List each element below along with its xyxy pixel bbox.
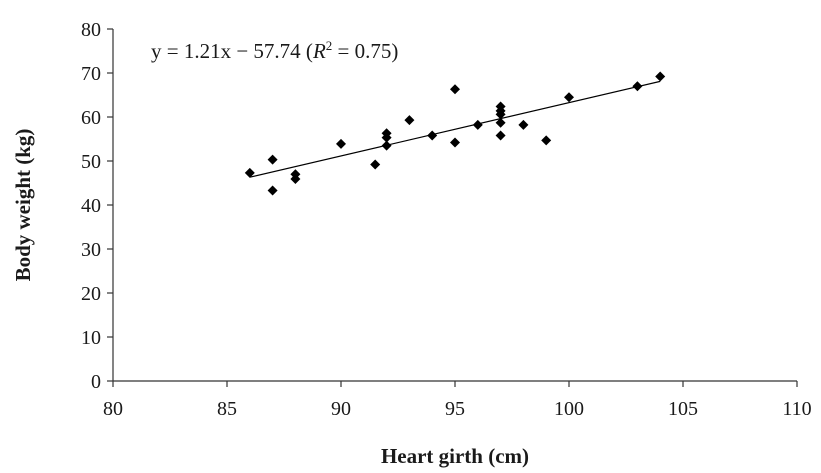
equation-main: y = 1.21x − 57.74 (	[151, 39, 313, 63]
data-point	[336, 138, 346, 149]
r-squared-symbol: R	[312, 39, 326, 63]
x-tick-label: 110	[782, 398, 811, 420]
data-point	[244, 167, 255, 178]
data-point	[381, 132, 392, 143]
data-point	[290, 174, 301, 185]
data-point	[267, 185, 278, 196]
data-points	[244, 71, 666, 196]
y-tick-label: 70	[81, 63, 101, 85]
data-point	[267, 154, 278, 165]
y-tick-label: 30	[81, 239, 101, 261]
x-tick-label: 95	[445, 398, 465, 420]
data-point	[564, 92, 574, 103]
x-tick-label: 90	[331, 398, 351, 420]
trend-equation: y = 1.21x − 57.74 (R2 = 0.75)	[151, 38, 398, 63]
y-tick-label: 40	[81, 195, 101, 217]
x-tick-label: 85	[217, 398, 237, 420]
data-point	[495, 130, 506, 141]
y-tick-label: 20	[81, 283, 101, 305]
trendline	[249, 80, 661, 178]
y-tick-label: 50	[81, 151, 101, 173]
data-point	[450, 84, 460, 95]
x-tick-label: 100	[554, 398, 584, 420]
data-point	[655, 71, 666, 82]
y-tick-label: 60	[81, 107, 101, 129]
data-point	[427, 130, 438, 141]
data-point	[541, 135, 552, 146]
data-point	[370, 159, 381, 170]
axes	[112, 29, 797, 382]
data-point	[381, 140, 392, 151]
r-squared-power: 2	[326, 38, 333, 53]
y-axis-title: Body weight (kg)	[11, 129, 35, 282]
data-point	[450, 137, 460, 148]
trendline-group	[249, 80, 661, 178]
x-tick-label: 105	[668, 398, 698, 420]
r-squared-value: = 0.75)	[332, 39, 398, 63]
y-tick-label: 0	[91, 371, 101, 393]
x-tick-label: 80	[103, 398, 123, 420]
data-point	[472, 119, 483, 130]
data-point	[632, 81, 643, 92]
x-axis-title: Heart girth (cm)	[381, 444, 529, 468]
y-tick-label: 10	[81, 327, 101, 349]
data-point	[495, 117, 506, 128]
data-point	[518, 119, 529, 130]
y-tick-label: 80	[81, 19, 101, 41]
axis-ticks: 80 85 90 95 100 105 110 0 10 20 30 40 50 60 70 80	[81, 19, 812, 420]
data-point	[495, 109, 506, 120]
data-point	[404, 115, 415, 126]
